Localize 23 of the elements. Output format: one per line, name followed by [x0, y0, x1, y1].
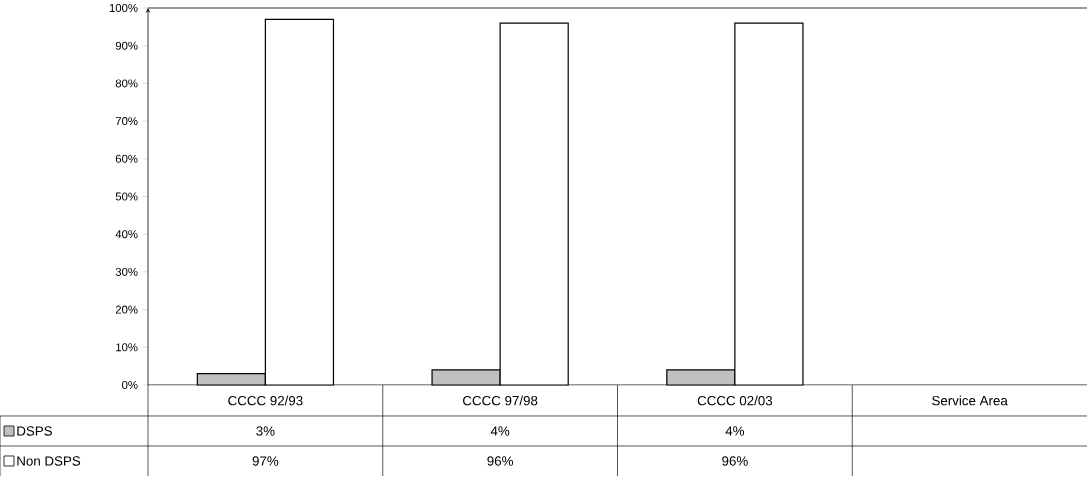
- data-label: 3%: [256, 426, 275, 436]
- x-tick-label: CCCC 92/93: [228, 395, 303, 406]
- data-label: 96%: [487, 456, 514, 466]
- legend-label: Non DSPS: [17, 456, 81, 466]
- legend-label: DSPS: [17, 426, 52, 436]
- y-tick-label: 70%: [115, 117, 138, 126]
- data-label: 96%: [722, 456, 748, 466]
- data-label: 97%: [252, 456, 279, 466]
- y-tick-label: 0%: [122, 380, 138, 389]
- y-tick-label: 90%: [115, 41, 138, 50]
- data-label: 4%: [725, 426, 745, 436]
- y-tick-label: 100%: [109, 3, 138, 12]
- y-tick-label: 60%: [115, 154, 138, 163]
- y-tick-label: 20%: [115, 305, 138, 314]
- data-label: 4%: [490, 426, 510, 436]
- y-tick-label: 80%: [115, 79, 138, 88]
- y-tick-label: 40%: [115, 230, 138, 239]
- y-tick-label: 30%: [115, 267, 138, 276]
- y-tick-label: 10%: [116, 343, 138, 352]
- x-tick-label: Service Area: [932, 395, 1008, 406]
- x-tick-label: CCCC 02/03: [697, 395, 773, 406]
- x-tick-label: CCCC 97/98: [463, 395, 538, 406]
- y-tick-label: 50%: [115, 192, 138, 201]
